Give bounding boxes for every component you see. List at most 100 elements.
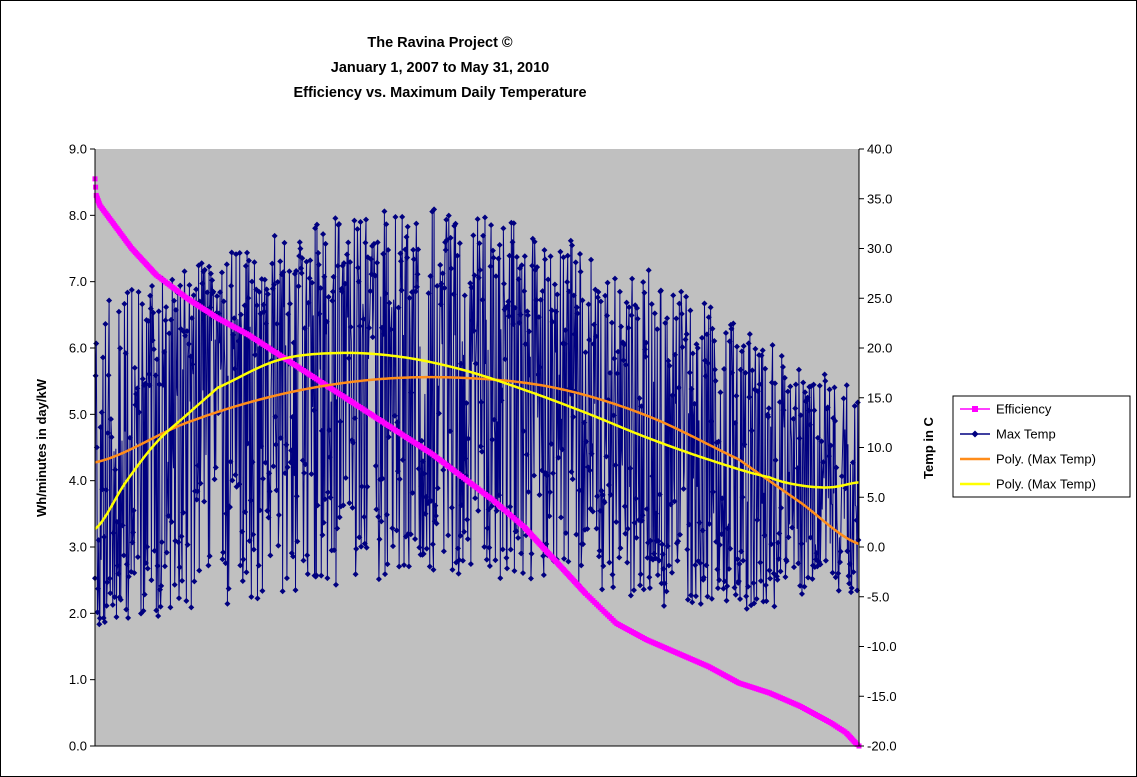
max-temp-point [295,283,302,290]
max-temp-point [737,595,744,602]
max-temp-point [342,474,349,481]
max-temp-point [114,519,121,526]
max-temp-point [506,252,513,259]
max-temp-point [470,232,477,239]
max-temp-point [366,324,373,331]
max-temp-point [367,288,374,295]
max-temp-point [207,304,214,311]
max-temp-point [430,566,437,573]
max-temp-point [817,561,824,568]
max-temp-point [292,587,299,594]
max-temp-point [683,293,690,300]
max-temp-point [179,577,186,584]
axes: 0.0 1.0 2.0 3.0 4.0 5.0 6.0 7.0 8.0 9.0 -20.0 -15.… [69,142,897,754]
max-temp-point [242,508,249,515]
max-temp-point [274,320,281,327]
max-temp-point [524,312,531,319]
max-temp-point [443,216,450,223]
max-temp-point [243,569,250,576]
max-temp-point [369,334,376,341]
max-temp-point [410,256,417,263]
max-temp-point [509,239,516,246]
efficiency-point [93,184,99,190]
max-temp-point [386,299,393,306]
max-temp-point [548,307,555,314]
max-temp-point [642,353,649,360]
max-temp-point [611,355,618,362]
max-temp-point [583,438,590,445]
max-temp-point [201,266,208,273]
max-temp-point [448,265,455,272]
max-temp-point [120,552,127,559]
max-temp-point [330,273,337,280]
max-temp-point [99,354,106,361]
max-temp-point [588,256,595,263]
y2-tick-label: 25.0 [867,291,892,306]
max-temp-point [697,560,704,567]
max-temp-point [659,551,666,558]
max-temp-point [272,441,279,448]
max-temp-point [718,531,725,538]
max-temp-point [555,454,562,461]
max-temp-point [676,531,683,538]
max-temp-point [139,375,146,382]
max-temp-point [671,498,678,505]
max-temp-point [535,371,542,378]
max-temp-point [172,307,179,314]
max-temp-point [404,223,411,230]
max-temp-point [525,488,532,495]
max-temp-point [256,288,263,295]
max-temp-point [637,571,644,578]
max-temp-point [114,562,121,569]
y2-tick-label: 0.0 [867,540,885,555]
max-temp-point [171,297,178,304]
max-temp-point [223,261,230,268]
y2-axis-label: Temp in C [921,416,936,478]
max-temp-point [832,417,839,424]
max-temp-point [259,587,266,594]
max-temp-point [318,572,325,579]
max-temp-point [674,557,681,564]
max-temp-point [463,400,470,407]
max-temp-point [597,507,604,514]
max-temp-point [746,331,753,338]
max-temp-point [528,550,535,557]
max-temp-point [407,531,414,538]
max-temp-point [263,286,270,293]
max-temp-point [205,562,212,569]
max-temp-point [332,581,339,588]
max-temp-point [639,512,646,519]
max-temp-point [608,319,615,326]
max-temp-point [577,251,584,258]
max-temp-point [274,278,281,285]
legend-label: Poly. (Max Temp) [996,477,1096,492]
max-temp-point [271,232,278,239]
max-temp-point [780,407,787,414]
max-temp-point [263,320,270,327]
max-temp-point [842,485,849,492]
max-temp-point [493,507,500,514]
max-temp-point [648,301,655,308]
max-temp-point [355,278,362,285]
max-temp-point [115,308,122,315]
max-temp-point [664,315,671,322]
max-temp-point [840,395,847,402]
max-temp-point [825,453,832,460]
max-temp-point [775,555,782,562]
y-tick-label: 9.0 [69,142,87,157]
max-temp-point [280,269,287,276]
max-temp-point [340,260,347,267]
max-temp-point [657,287,664,294]
max-temp-point [833,464,840,471]
max-temp-point [680,485,687,492]
max-temp-point [489,436,496,443]
max-temp-point [811,407,818,414]
max-temp-point [505,298,512,305]
max-temp-point [367,256,374,263]
max-temp-point [134,554,141,561]
max-temp-point [146,382,153,389]
max-temp-point [553,308,560,315]
max-temp-point [247,497,254,504]
max-temp-point [593,525,600,532]
max-temp-point [364,483,371,490]
